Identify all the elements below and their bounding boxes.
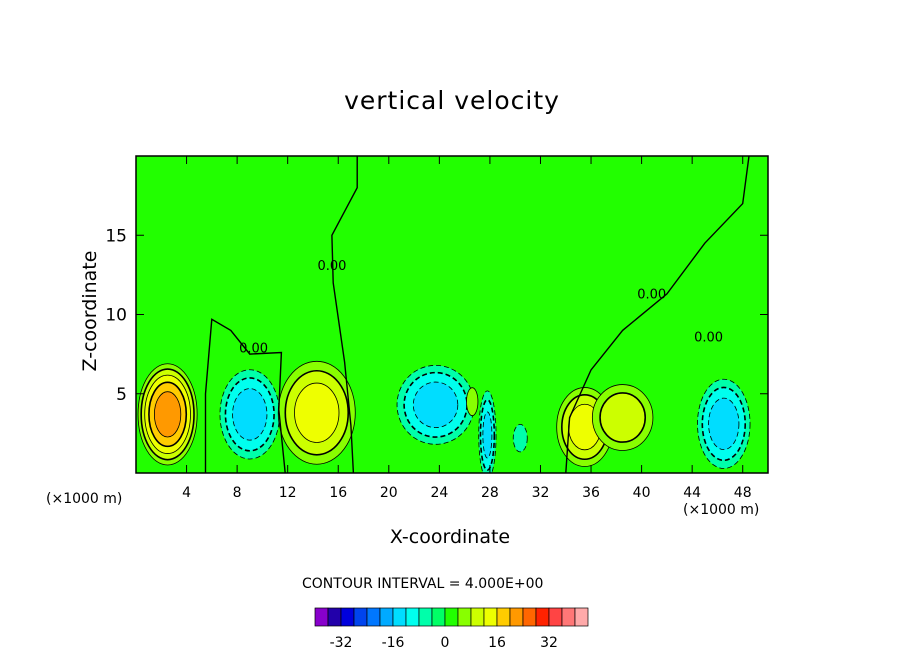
colorbar-swatch xyxy=(444,607,459,627)
colorbar-swatch xyxy=(366,607,381,627)
cell-3 xyxy=(396,364,475,445)
colorbar-swatch xyxy=(535,607,550,627)
y-tick-label: 5 xyxy=(116,385,127,405)
contour-level-12 xyxy=(482,411,493,459)
colorbar-swatch xyxy=(314,607,329,627)
zero-line-right xyxy=(565,156,750,473)
contour-level-8 xyxy=(599,392,647,443)
colorbar-swatch xyxy=(548,607,563,627)
contour-level-4 xyxy=(466,387,479,417)
colorbar-tick-label: -32 xyxy=(330,635,353,651)
y-axis-label: Z-coordinate xyxy=(79,250,101,372)
x-tick-label: 40 xyxy=(633,485,651,501)
colorbar-swatch xyxy=(405,607,420,627)
zero-contour xyxy=(204,156,750,473)
cell-4 xyxy=(478,390,497,473)
x-tick-label: 48 xyxy=(734,485,752,501)
contour-level-4 xyxy=(512,424,528,453)
colorbar-swatch xyxy=(327,607,342,627)
colorbar-swatch xyxy=(353,607,368,627)
colorbar-tick-label: -16 xyxy=(382,635,405,651)
contour-level-12 xyxy=(412,381,459,429)
x-tick-label: 44 xyxy=(683,485,701,501)
zero-contour-label: 0.00 xyxy=(637,288,666,303)
x-tick-label: 16 xyxy=(329,485,347,501)
colorbar-swatch xyxy=(509,607,524,627)
colorbar-swatch xyxy=(574,607,589,627)
zero-line-left xyxy=(204,318,286,473)
x-tick-label: 28 xyxy=(481,485,499,501)
contour-level-12 xyxy=(294,382,340,443)
cell-0 xyxy=(137,363,198,466)
colorbar-swatch xyxy=(483,607,498,627)
colorbar-swatch xyxy=(379,607,394,627)
contour-field xyxy=(136,156,768,473)
colorbar-swatch xyxy=(418,607,433,627)
contour-level-12 xyxy=(232,388,268,441)
colorbar-tick-label: 0 xyxy=(441,635,450,651)
z-unit-label: (×1000 m) xyxy=(46,491,123,507)
contour-interval-label: CONTOUR INTERVAL = 4.000E+00 xyxy=(302,576,544,592)
cell-5 xyxy=(512,424,528,453)
contour-level-12 xyxy=(708,397,740,451)
colorbar-swatch xyxy=(457,607,472,627)
chart-title: vertical velocity xyxy=(344,86,560,115)
x-tick-label: 12 xyxy=(279,485,297,501)
colorbar-tick-label: 32 xyxy=(540,635,558,651)
colorbar-swatch xyxy=(470,607,485,627)
zero-line-center xyxy=(331,156,358,473)
x-unit-label: (×1000 m) xyxy=(683,502,760,518)
zero-contour-label: 0.00 xyxy=(239,342,268,357)
zero-contour-labels: 0.00 0.00 0.00 0.00 xyxy=(239,259,723,356)
colorbar-swatch xyxy=(431,607,446,627)
colorbar: -32 -16 0 16 32 xyxy=(314,607,589,651)
x-tick-label: 20 xyxy=(380,485,398,501)
x-tick-label: 32 xyxy=(532,485,550,501)
cell-1 xyxy=(219,369,280,460)
cell-6 xyxy=(466,387,479,417)
x-tick-label: 24 xyxy=(430,485,448,501)
colorbar-swatch xyxy=(496,607,511,627)
x-tick-label: 36 xyxy=(582,485,600,501)
colorbar-swatch xyxy=(561,607,576,627)
cell-8 xyxy=(591,384,654,451)
colorbar-swatch xyxy=(522,607,537,627)
y-tick-label: 10 xyxy=(105,306,127,326)
contour-level-20 xyxy=(153,391,182,438)
x-tick-label: 4 xyxy=(182,485,191,501)
zero-contour-label: 0.00 xyxy=(317,259,346,274)
colorbar-tick-label: 16 xyxy=(488,635,506,651)
colorbar-swatch xyxy=(340,607,355,627)
x-axis-label: X-coordinate xyxy=(389,526,511,548)
y-tick-label: 15 xyxy=(105,226,127,246)
x-tick-label: 8 xyxy=(233,485,242,501)
cell-9 xyxy=(697,378,751,469)
zero-contour-label: 0.00 xyxy=(694,330,723,345)
cell-2 xyxy=(277,360,356,465)
colorbar-swatch xyxy=(392,607,407,627)
